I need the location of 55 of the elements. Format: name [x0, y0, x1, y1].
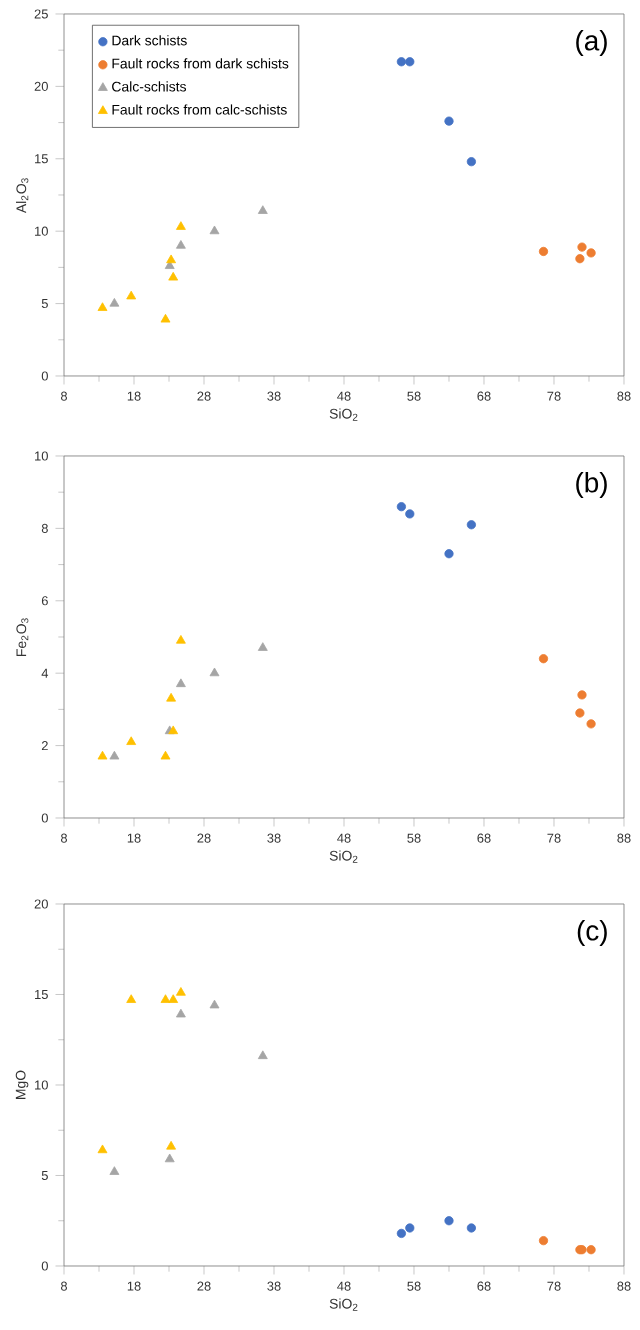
point	[396, 502, 406, 512]
point	[97, 1144, 108, 1154]
point	[168, 271, 179, 281]
point	[126, 994, 137, 1003]
point	[166, 692, 176, 702]
point	[396, 57, 406, 67]
point	[176, 635, 186, 644]
annotation: (b)	[576, 472, 607, 499]
point	[575, 254, 585, 264]
annotation: (a)	[576, 30, 607, 57]
point	[405, 509, 415, 519]
point	[166, 1140, 176, 1150]
annotation: (c)	[577, 920, 607, 947]
point	[466, 1223, 476, 1233]
point	[126, 290, 137, 300]
point	[164, 1153, 175, 1163]
point	[577, 242, 587, 252]
point	[160, 313, 171, 323]
point	[209, 667, 220, 677]
point	[176, 678, 186, 688]
point	[575, 708, 585, 718]
point	[586, 719, 596, 729]
point	[176, 221, 186, 230]
point	[538, 1236, 549, 1246]
point	[168, 994, 179, 1003]
point	[126, 736, 137, 745]
point	[405, 57, 415, 67]
point	[176, 987, 186, 996]
point	[586, 248, 596, 258]
point	[396, 1228, 406, 1239]
point	[257, 642, 268, 651]
point	[160, 750, 171, 760]
point	[444, 116, 454, 126]
point	[444, 549, 454, 559]
point	[405, 1223, 415, 1233]
point	[176, 240, 186, 249]
point	[209, 999, 220, 1009]
point	[209, 225, 220, 235]
point	[444, 1216, 454, 1226]
point	[97, 750, 108, 760]
point	[577, 690, 587, 700]
point	[466, 520, 476, 530]
point	[97, 302, 108, 311]
point	[538, 246, 549, 257]
point	[538, 654, 549, 664]
point	[257, 205, 268, 214]
point	[109, 1166, 120, 1175]
point	[109, 297, 120, 307]
point	[176, 1008, 186, 1018]
point	[160, 994, 171, 1003]
point	[586, 1245, 596, 1255]
point	[257, 1050, 268, 1060]
point	[466, 157, 476, 167]
point	[109, 750, 120, 760]
point	[166, 254, 176, 264]
